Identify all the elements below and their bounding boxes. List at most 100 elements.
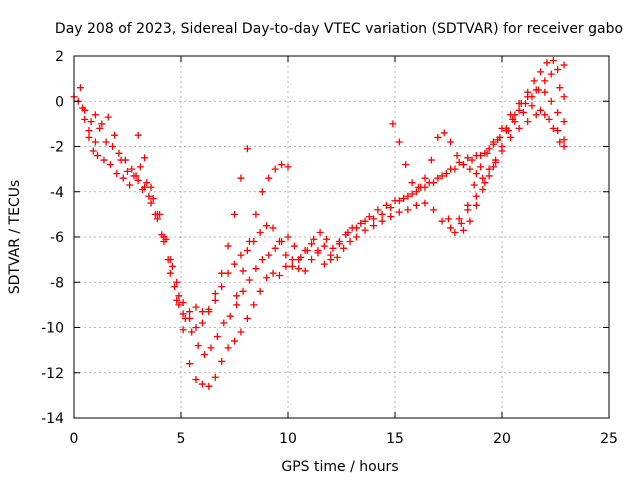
data-point (147, 183, 155, 191)
data-point (466, 165, 474, 173)
data-point (496, 133, 504, 141)
data-point (489, 163, 497, 171)
data-point (224, 242, 232, 250)
x-tick-label: 5 (177, 431, 186, 447)
data-point (258, 188, 266, 196)
data-point (186, 360, 194, 368)
data-point (308, 240, 316, 248)
data-point (134, 131, 142, 139)
data-point (323, 235, 331, 243)
data-point (524, 88, 532, 96)
data-point (166, 269, 174, 277)
grid-lines (74, 56, 609, 418)
data-point (556, 138, 564, 146)
y-tick-label: -12 (41, 366, 64, 382)
data-point (128, 165, 136, 173)
data-point (194, 342, 202, 350)
data-point (515, 124, 523, 132)
data-point (205, 382, 213, 390)
data-point (282, 262, 290, 270)
data-point (402, 161, 410, 169)
data-point (314, 247, 322, 255)
data-point (421, 174, 429, 182)
data-point (365, 213, 373, 221)
data-point (243, 314, 251, 322)
x-tick-label: 25 (600, 431, 618, 447)
data-point (352, 233, 360, 241)
data-point (297, 253, 305, 261)
data-point (545, 115, 553, 123)
data-point (485, 172, 493, 180)
data-point (282, 251, 290, 259)
data-point (115, 149, 123, 157)
data-point (271, 165, 279, 173)
data-point (320, 242, 328, 250)
series-track-5 (233, 161, 292, 300)
y-tick-label: 2 (55, 49, 64, 65)
data-point (445, 215, 452, 223)
data-point (256, 287, 264, 295)
data-point (370, 215, 378, 223)
data-point (96, 124, 104, 132)
data-point (340, 244, 348, 252)
y-tick-label: -2 (50, 140, 64, 156)
data-point (457, 219, 465, 227)
data-point (530, 77, 538, 85)
data-point (91, 111, 99, 119)
data-point (560, 93, 568, 101)
data-point (245, 238, 253, 246)
data-point (117, 156, 125, 164)
data-point (549, 124, 557, 132)
data-point (425, 179, 433, 187)
data-point (79, 104, 87, 112)
data-point (141, 183, 149, 191)
data-point (192, 303, 200, 311)
data-point (275, 271, 283, 279)
data-point (231, 337, 238, 345)
data-point (263, 274, 271, 282)
data-point (237, 251, 245, 259)
data-point (218, 283, 226, 291)
data-point (412, 188, 420, 196)
y-axis-label: SDTVAR / TECUs (7, 180, 23, 295)
data-point (554, 66, 562, 74)
data-point (192, 324, 200, 331)
data-point (455, 158, 463, 166)
data-point (391, 197, 399, 205)
data-point (543, 59, 551, 67)
data-point (335, 238, 343, 246)
data-point (288, 262, 296, 270)
data-point (175, 292, 183, 300)
data-point (549, 57, 557, 65)
data-point (91, 138, 99, 146)
data-point (218, 269, 226, 277)
data-point (102, 138, 110, 146)
data-point (316, 228, 324, 236)
data-point (472, 201, 480, 209)
data-point (374, 206, 382, 214)
data-point (179, 299, 187, 307)
data-point (243, 145, 251, 153)
data-point (329, 244, 337, 252)
data-point (192, 376, 200, 384)
data-point (440, 129, 448, 137)
data-point (434, 174, 442, 182)
data-point (147, 199, 155, 207)
data-point (387, 204, 395, 212)
data-point (124, 167, 131, 175)
data-point (290, 242, 298, 250)
data-point (348, 224, 356, 232)
data-point (211, 296, 219, 304)
data-point (104, 113, 112, 121)
data-points (70, 57, 568, 390)
data-point (387, 213, 395, 221)
data-point (492, 158, 500, 166)
data-point (479, 174, 487, 182)
data-point (470, 181, 478, 189)
data-point (541, 77, 549, 85)
data-point (541, 111, 549, 119)
data-point (438, 217, 446, 225)
data-point (301, 267, 309, 275)
data-point (357, 219, 365, 227)
